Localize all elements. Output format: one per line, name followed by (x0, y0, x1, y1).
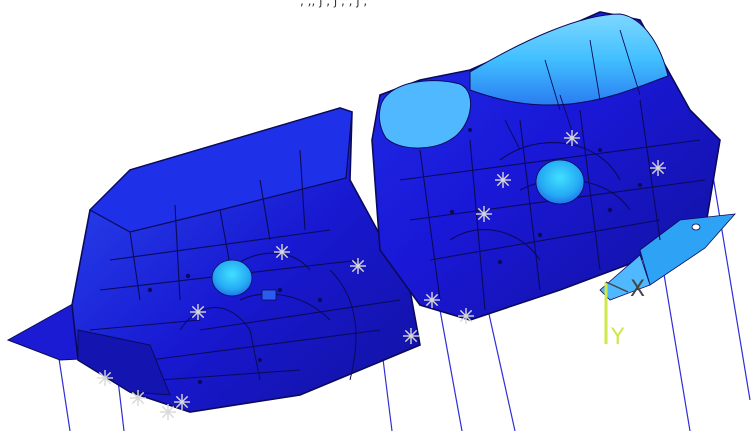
asterisk-constraint-icon (458, 308, 474, 324)
left-boss-dome (211, 259, 253, 297)
left-casting-block (71, 107, 421, 413)
asterisk-constraint-icon (403, 328, 419, 344)
asterisk-constraint-icon (97, 370, 113, 386)
axis-y-label: Y (610, 325, 625, 350)
right-casting-block (371, 11, 736, 321)
right-top-cap (469, 13, 669, 106)
right-boss-dome (535, 159, 585, 205)
asterisk-constraint-icon (350, 258, 366, 274)
constraint-markers (97, 130, 666, 420)
right-upper-lobe-left (378, 80, 472, 149)
asterisk-constraint-icon (424, 292, 440, 308)
asterisk-constraint-icon (190, 304, 206, 320)
asterisk-constraint-icon (495, 172, 511, 188)
asterisk-constraint-icon (564, 130, 580, 146)
xy-triad-icon: X Y (604, 277, 645, 350)
axis-x-label: X (630, 277, 645, 302)
asterisk-constraint-icon (476, 206, 492, 222)
asterisk-constraint-icon (174, 394, 190, 410)
asterisk-constraint-icon (650, 160, 666, 176)
top-caption: , ,, j , j , , j , (300, 0, 368, 8)
asterisk-constraint-icon (160, 404, 176, 420)
asterisk-constraint-icon (274, 244, 290, 260)
asterisk-constraint-icon (130, 390, 146, 406)
